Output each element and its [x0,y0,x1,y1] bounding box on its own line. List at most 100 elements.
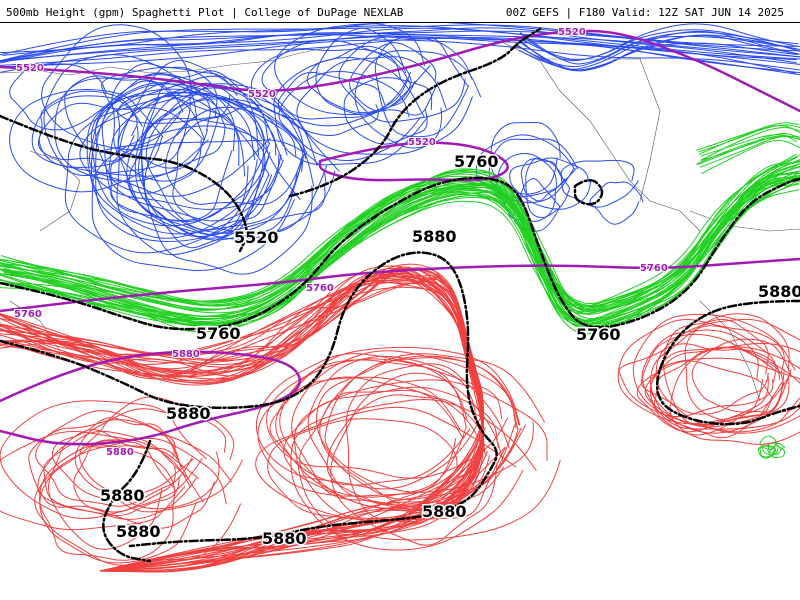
member-5520-line [273,56,429,166]
member-5520-line [137,83,308,234]
member-5880-line [0,269,484,572]
member-5520-line [37,90,143,162]
member-5880-line [299,389,490,523]
member-5880-line [39,440,204,564]
member-5880-line [662,318,769,427]
member-5880-line [34,437,241,566]
member-5880-line [617,319,792,425]
member-5880-line [269,376,471,486]
member-5880-line [650,325,783,439]
coastline-alaska [499,40,701,232]
member-5880-line [641,329,763,436]
member-5760-line [0,179,799,328]
plot-title: 500mb Height (gpm) Spaghetti Plot | Coll… [6,6,404,19]
mean-label-5880: 5880 [166,404,211,423]
climo-5520-line [318,141,509,182]
member-5520-line [306,45,416,114]
member-5520-line [296,56,447,155]
member-5520-line [128,117,270,235]
member-5520-line [172,106,304,234]
member-5880-line [293,379,561,541]
member-5520-line [9,89,164,193]
mean-label-5880: 5880 [116,522,161,541]
member-5880-line [73,434,232,529]
coastline-north [0,46,331,76]
member-5520-line [54,74,211,182]
member-5880-line [283,386,506,509]
member-5880-line [632,313,796,434]
member-5760-line [0,170,800,311]
member-5520-line [95,80,206,194]
member-5520-line [64,75,184,152]
header-bar: 500mb Height (gpm) Spaghetti Plot | Coll… [0,0,800,22]
member-5520-line [116,95,264,256]
mean-label-5880: 5880 [422,502,467,521]
map-panel: 5520 5520 5520 5520 5760 5760 5760 5880 … [0,22,800,579]
mean-label-5880: 5880 [412,227,457,246]
member-5880-line [35,410,193,507]
coastline-mexico [699,300,761,402]
member-5880-line [0,267,484,573]
mean-label-5880: 5880 [262,529,307,548]
member-5520-line [520,158,566,202]
mean-5880-line [102,439,152,563]
mean-label-5760: 5760 [196,324,241,343]
ensemble-mean-lines [0,27,800,563]
member-5520-line [143,96,315,275]
member-5520-line [475,134,575,204]
member-5520-line [0,39,800,71]
climo-label-5760: 5760 [640,263,668,274]
member-5760-line [701,140,800,175]
mean-5760-line [0,176,800,331]
member-5880-line [0,277,484,572]
border-canada [540,58,661,202]
member-5760-line [0,174,797,327]
member-5520-line [90,75,307,235]
footer-blank [0,578,800,600]
member-5520-line [95,82,249,243]
mean-label-5880: 5880 [100,486,145,505]
member-5880-line [0,266,484,572]
mean-5880-line [0,251,498,548]
member-5520-line [111,63,219,182]
member-5880-line [0,400,207,519]
coastline-asia [29,150,81,232]
mean-label-5880: 5880 [758,282,800,301]
mean-5520-line [573,179,604,206]
member-5760-line [758,444,776,459]
member-5520-line [278,70,422,161]
mean-label-5520: 5520 [234,228,279,247]
climo-label-5760: 5760 [14,309,42,320]
climo-label-5520: 5520 [408,137,436,148]
member-5520-line [519,34,799,72]
run-info: 00Z GEFS | F180 Valid: 12Z SAT JUN 14 20… [505,6,784,19]
member-5520-line [88,88,271,197]
member-5880-line [650,346,800,430]
member-5520-line [31,95,138,168]
member-5520-line [518,23,798,61]
member-5760-line [697,132,800,165]
member-5520-line [41,24,193,151]
member-5760-line [0,174,800,322]
member-5760-line [698,124,800,155]
mean-label-5760: 5760 [576,325,621,344]
member-5520-line [86,83,258,239]
member-5520-line [261,39,408,120]
member-5520-line [490,121,561,195]
mean-5880-line [655,299,800,426]
mean-5520-line [288,27,542,198]
member-5520-line [509,157,591,210]
member-5880-line [618,343,781,418]
member-5520-line [64,94,273,254]
member-5760-line [0,181,797,333]
member-5880-line [48,429,175,550]
member-5520-line [134,70,270,239]
member-5760-line [759,445,777,458]
member-5520-line [520,29,800,62]
climo-5520-line [0,29,800,113]
climo-label-5880: 5880 [172,349,200,360]
member-5520-line [117,81,226,169]
member-5520-line [117,60,271,222]
member-5880-line [0,265,484,572]
member-5760-line [759,435,778,451]
